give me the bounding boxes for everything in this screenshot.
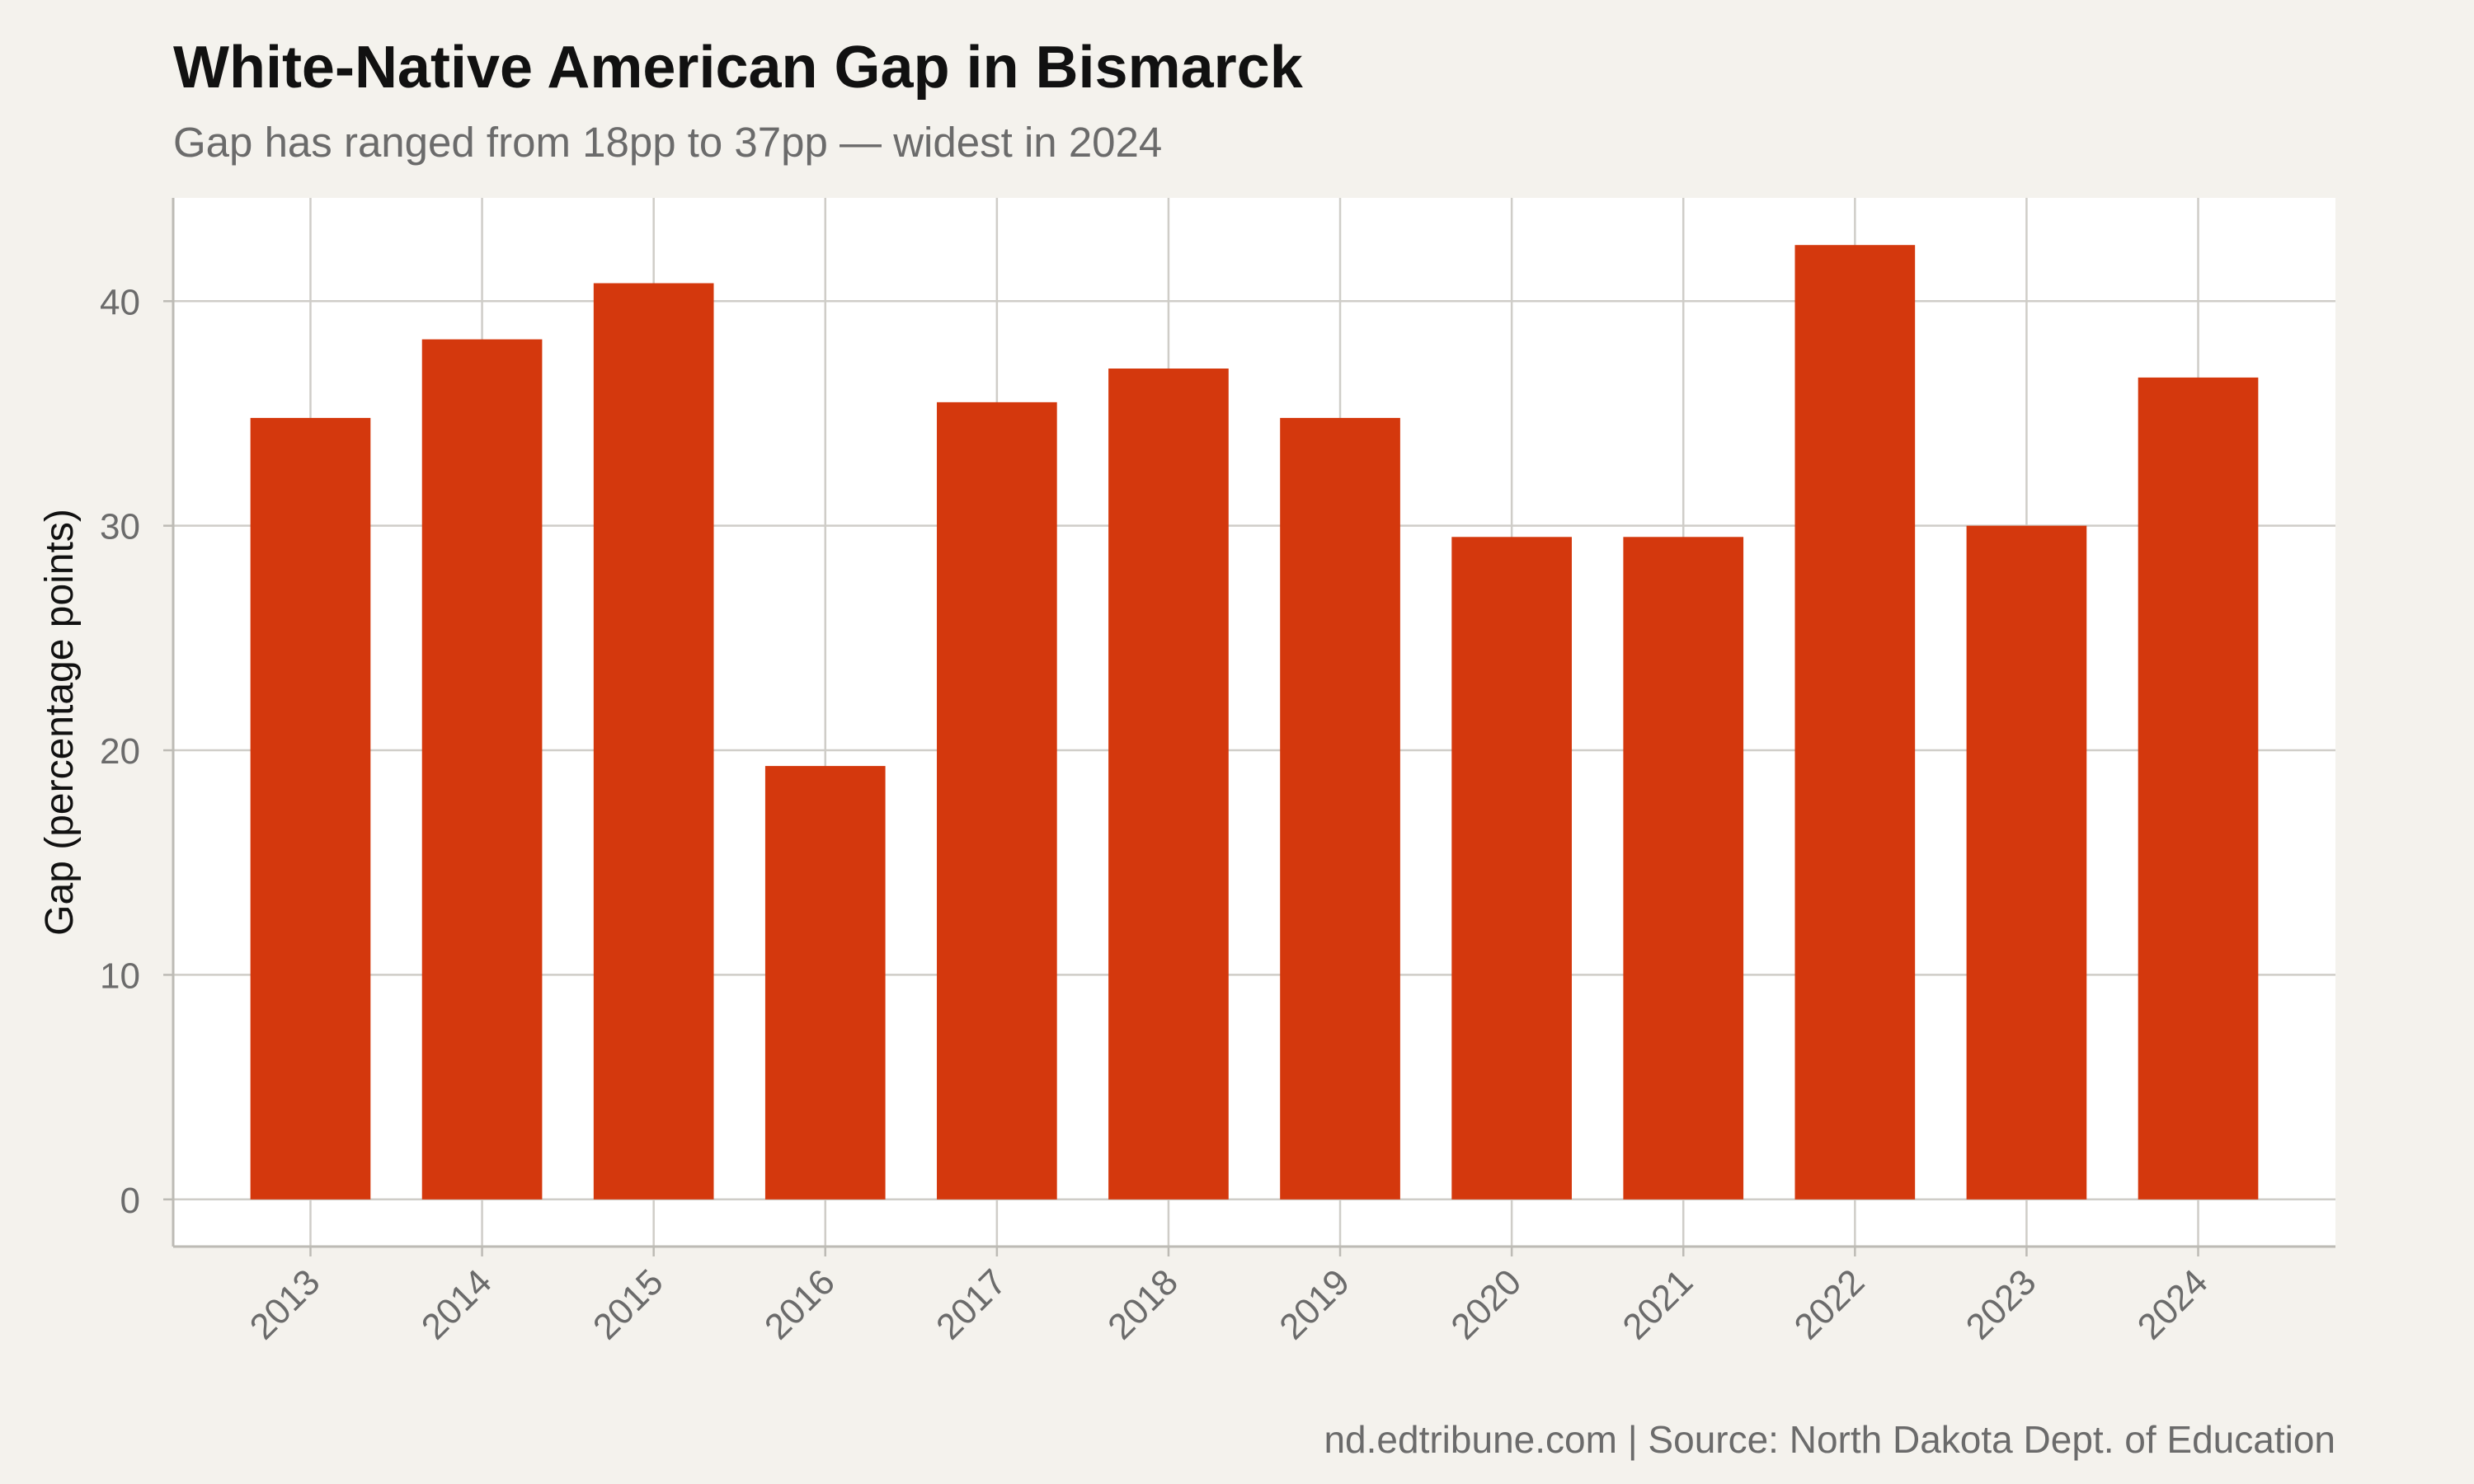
x-tick-label: 2013	[242, 1261, 328, 1347]
bar-2013	[250, 417, 371, 1200]
y-tick-label: 0	[120, 1181, 140, 1221]
bar-2021	[1623, 537, 1744, 1200]
x-tick-labels: 2013 2014 2015 2016 2017 2018 2019 2020 2021 2022…	[242, 1247, 2216, 1347]
bar-2017	[937, 402, 1057, 1200]
bar-2024	[2138, 377, 2259, 1200]
x-tick-label: 2016	[757, 1261, 843, 1347]
y-tick-label: 40	[100, 282, 140, 322]
bar-2020	[1451, 537, 1572, 1200]
bar-2018	[1108, 369, 1229, 1200]
x-tick-label: 2017	[929, 1261, 1014, 1347]
axes	[172, 198, 2335, 1248]
x-tick-label: 2021	[1615, 1261, 1700, 1347]
x-tick-label: 2014	[414, 1261, 500, 1347]
chart-caption: nd.edtribune.com | Source: North Dakota …	[1324, 1418, 2335, 1461]
bar-2019	[1280, 417, 1400, 1200]
bars	[250, 245, 2259, 1200]
bar-2016	[764, 766, 886, 1200]
y-tick-label: 20	[100, 731, 140, 772]
bar-2014	[421, 339, 543, 1200]
x-tick-label: 2022	[1787, 1261, 1873, 1347]
chart-subtitle: Gap has ranged from 18pp to 37pp — wides…	[173, 119, 1162, 166]
bar-2015	[593, 283, 714, 1200]
bar-2022	[1794, 245, 1916, 1200]
y-axis-title: Gap (percentage points)	[38, 509, 82, 936]
y-tick-label: 10	[100, 956, 140, 996]
x-tick-label: 2019	[1272, 1261, 1357, 1347]
x-tick-label: 2024	[2130, 1261, 2216, 1347]
x-tick-label: 2020	[1443, 1261, 1529, 1347]
y-tick-label: 30	[100, 507, 140, 547]
chart-title: White-Native American Gap in Bismarck	[173, 35, 1304, 101]
x-tick-label: 2015	[586, 1261, 671, 1347]
x-tick-label: 2018	[1100, 1261, 1186, 1347]
y-tick-labels: 0 10 20 30 40	[100, 282, 173, 1221]
x-tick-label: 2023	[1959, 1261, 2044, 1347]
bar-2023	[1966, 525, 2087, 1200]
